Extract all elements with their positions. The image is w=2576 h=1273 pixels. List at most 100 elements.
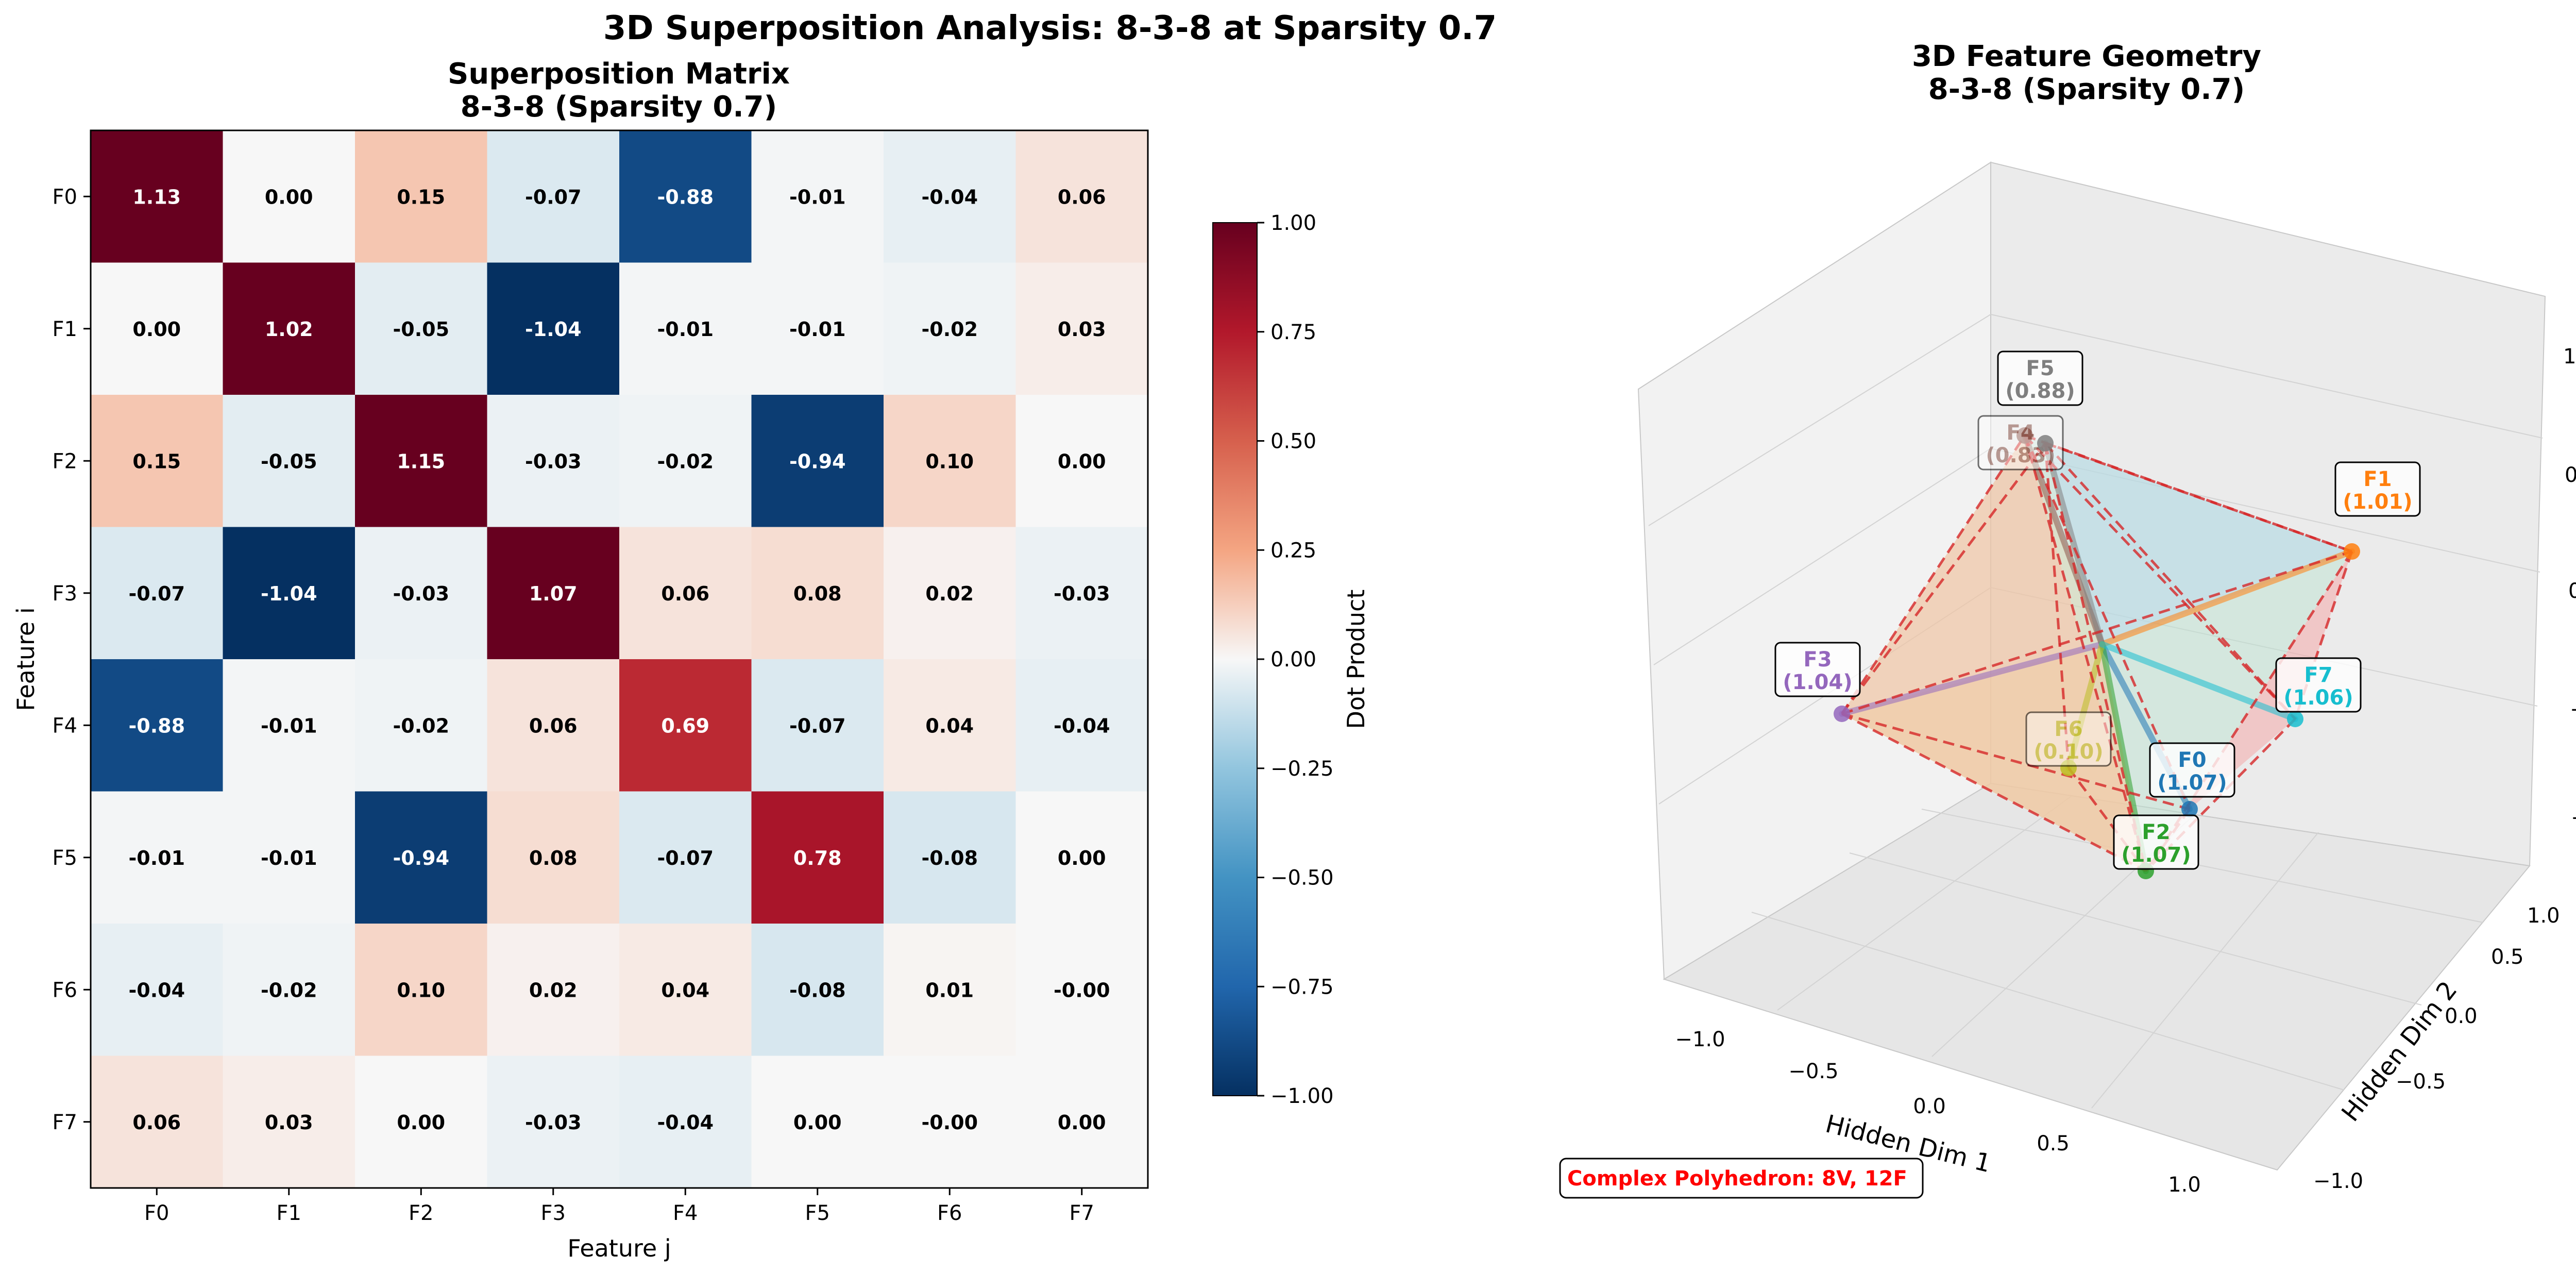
heatmap-cell bbox=[884, 1056, 1016, 1188]
x-tick-label: F4 bbox=[673, 1201, 698, 1225]
heatmap-value-label: -0.01 bbox=[789, 318, 846, 341]
polyhedron-edge bbox=[1840, 434, 2026, 715]
heatmap-value-label: 1.07 bbox=[529, 582, 578, 605]
heatmap-value-label: -0.94 bbox=[393, 847, 449, 869]
heatmap-cell bbox=[355, 659, 487, 792]
heatmap-value-label: -0.00 bbox=[1054, 979, 1110, 1001]
vector-f6 bbox=[2065, 641, 2105, 771]
colorbar-tick-label: −0.50 bbox=[1270, 866, 1334, 890]
heatmap-value-label: -0.01 bbox=[789, 186, 846, 208]
heatmap-value-label: 0.00 bbox=[1058, 450, 1106, 473]
point-label-f7: F7(1.06) bbox=[2275, 657, 2362, 713]
point-norm: (1.01) bbox=[2343, 490, 2412, 514]
colorbar-ticks: 1.00 0.75 0.50 0.25 0.00 −0.25 −0.50 −0.75 −1.00 bbox=[1257, 211, 1334, 1108]
colorbar-tick-label: 0.00 bbox=[1270, 648, 1316, 672]
heatmap-value-label: 0.08 bbox=[529, 847, 578, 869]
heatmap-value-label: -1.04 bbox=[525, 318, 582, 341]
heatmap-cell bbox=[91, 1056, 223, 1188]
heatmap-cell bbox=[487, 924, 620, 1056]
point-name: F0 bbox=[2178, 748, 2206, 772]
y-tick-label: F0 bbox=[53, 185, 77, 209]
heatmap-value-label: 0.10 bbox=[397, 979, 445, 1001]
heatmap-cell bbox=[91, 791, 223, 924]
heatmap-cell bbox=[91, 527, 223, 660]
heatmap-value-label: -0.94 bbox=[789, 450, 846, 473]
heatmap-cell bbox=[619, 130, 752, 263]
heatmap-value-label: -0.04 bbox=[657, 1111, 714, 1134]
heatmap-value-label: -0.03 bbox=[1054, 582, 1110, 605]
heatmap-value-label: 1.13 bbox=[132, 186, 181, 208]
heatmap-value-label: -0.88 bbox=[657, 186, 714, 208]
heatmap-value-label: 0.15 bbox=[132, 450, 181, 473]
heatmap-value-label: -0.02 bbox=[921, 318, 978, 341]
z-tick-label-3d: −1.0 bbox=[2571, 806, 2576, 830]
heatmap-cell bbox=[487, 659, 620, 792]
polyhedron-edge bbox=[1841, 712, 2147, 873]
x-tick-label-3d: −0.5 bbox=[1788, 1060, 1838, 1083]
point-f5 bbox=[2037, 435, 2054, 451]
heatmap-value-label: 0.00 bbox=[1058, 1111, 1106, 1134]
heatmap-cell bbox=[751, 527, 884, 660]
polyhedron-edge bbox=[2023, 435, 2147, 872]
heatmap-cell bbox=[487, 262, 620, 395]
heatmap-value-label: 0.00 bbox=[265, 186, 313, 208]
heatmap-value-label: -0.02 bbox=[261, 979, 317, 1001]
axes-3d-ticks: −1.0−0.50.00.51.0−1.0−0.50.00.51.01.00.5… bbox=[1675, 345, 2576, 1197]
y-tick-label: F3 bbox=[53, 582, 77, 606]
heatmap-cell bbox=[751, 262, 884, 395]
geometry-title-line1: 3D Feature Geometry bbox=[1912, 40, 2261, 73]
heatmap-value-label: 0.78 bbox=[793, 847, 842, 869]
x-tick-label: F1 bbox=[277, 1201, 301, 1225]
x-tick-label: F2 bbox=[409, 1201, 433, 1225]
polyhedron-annotation: Complex Polyhedron: 8V, 12F bbox=[1559, 1158, 1924, 1199]
heatmap-value-label: -0.03 bbox=[525, 450, 582, 473]
heatmap-cell bbox=[355, 395, 487, 527]
x-tick-label: F3 bbox=[541, 1201, 566, 1225]
point-f7 bbox=[2287, 711, 2303, 727]
heatmap-cell bbox=[487, 1056, 620, 1188]
colorbar-tick-label: −0.25 bbox=[1270, 757, 1334, 781]
vector-f1 bbox=[2099, 548, 2355, 647]
heatmap-cell bbox=[884, 262, 1016, 395]
heatmap-cell bbox=[619, 659, 752, 792]
heatmap-y-ticks: F0 F1 F2 F3 F4 F5 F6 F7 bbox=[53, 185, 91, 1134]
x-tick-label: F7 bbox=[1070, 1201, 1094, 1225]
heatmap-y-axis-label: Feature i bbox=[12, 607, 40, 711]
colorbar-tick-label: −0.75 bbox=[1270, 975, 1334, 999]
heatmap-value-label: 0.01 bbox=[925, 979, 974, 1001]
point-f0 bbox=[2181, 801, 2198, 817]
heatmap-value-label: -0.03 bbox=[393, 582, 449, 605]
heatmap-value-label: 0.00 bbox=[132, 318, 181, 341]
heatmap-cell bbox=[1015, 659, 1148, 792]
y-tick-label-3d: 0.0 bbox=[2445, 1004, 2478, 1028]
geometry-panel: 3D Feature Geometry 8-3-8 (Sparsity 0.7) bbox=[1559, 40, 2576, 1199]
heatmap-value-label: 1.15 bbox=[397, 450, 445, 473]
heatmap-value-label: 0.00 bbox=[1058, 847, 1106, 869]
colorbar-tick-label: 0.25 bbox=[1270, 539, 1316, 562]
heatmap-cell bbox=[1015, 924, 1148, 1056]
heatmap-value-label: -0.08 bbox=[789, 979, 846, 1001]
point-label-f1: F1(1.01) bbox=[2334, 461, 2421, 517]
heatmap-cells bbox=[91, 130, 1148, 1188]
heatmap-value-label: -0.07 bbox=[525, 186, 582, 208]
heatmap-cell bbox=[619, 1056, 752, 1188]
point-label-f6: F6(0.10) bbox=[2025, 711, 2112, 767]
point-norm: (1.06) bbox=[2283, 686, 2353, 710]
heatmap-cell bbox=[884, 924, 1016, 1056]
polyhedron-edge bbox=[2044, 442, 2296, 720]
x-tick-label: F6 bbox=[937, 1201, 962, 1225]
polyhedron-edge bbox=[1841, 442, 2046, 715]
heatmap-cell bbox=[751, 659, 884, 792]
z-tick-label-3d: 0.0 bbox=[2568, 579, 2576, 603]
heatmap-cell bbox=[619, 262, 752, 395]
polyhedron-edge bbox=[2044, 443, 2147, 872]
heatmap-value-label: 0.00 bbox=[793, 1111, 842, 1134]
heatmap-panel: Superposition Matrix 8-3-8 (Sparsity 0.7… bbox=[12, 57, 1149, 1262]
heatmap-value-label: -0.04 bbox=[1054, 714, 1110, 737]
point-name: F1 bbox=[2363, 467, 2392, 491]
point-label-f3: F3(1.04) bbox=[1774, 642, 1861, 697]
heatmap-value-label: 0.15 bbox=[397, 186, 445, 208]
heatmap-cell bbox=[91, 262, 223, 395]
vector-f5 bbox=[2042, 440, 2105, 647]
heatmap-value-label: -1.04 bbox=[261, 582, 317, 605]
